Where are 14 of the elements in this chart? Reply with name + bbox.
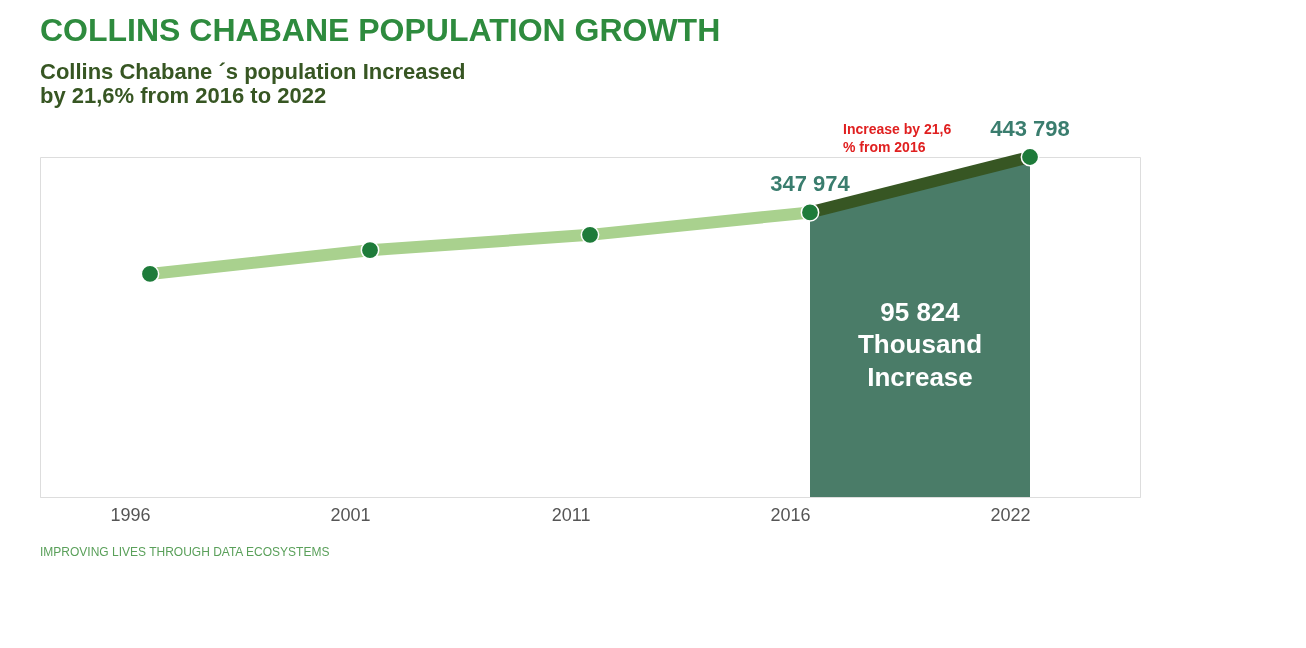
- text: Increase by 21,6 % from 2016: [843, 121, 952, 155]
- x-tick-label: 2011: [551, 504, 591, 525]
- x-tick-label: 1996: [110, 504, 151, 525]
- text: 347 974: [770, 171, 850, 197]
- text: 443 798: [990, 116, 1070, 141]
- point: [1020, 147, 1040, 167]
- x-tick-label: 2001: [330, 504, 371, 525]
- text: by 21,6% from 2016 to 2022: [40, 83, 327, 108]
- chart-title: COLLINS CHABANE POPULATION GROWTH: [40, 12, 721, 48]
- annotation: 95 824 Thousand Increase: [857, 296, 983, 392]
- text: Collins Chabane ´s population Increased: [40, 59, 466, 84]
- text: IMPROVING LIVES THROUGH DATA ECOSYSTEMS: [40, 545, 330, 559]
- x-tick-label: 2016: [770, 504, 811, 525]
- x-tick-label: 2022: [990, 504, 1031, 525]
